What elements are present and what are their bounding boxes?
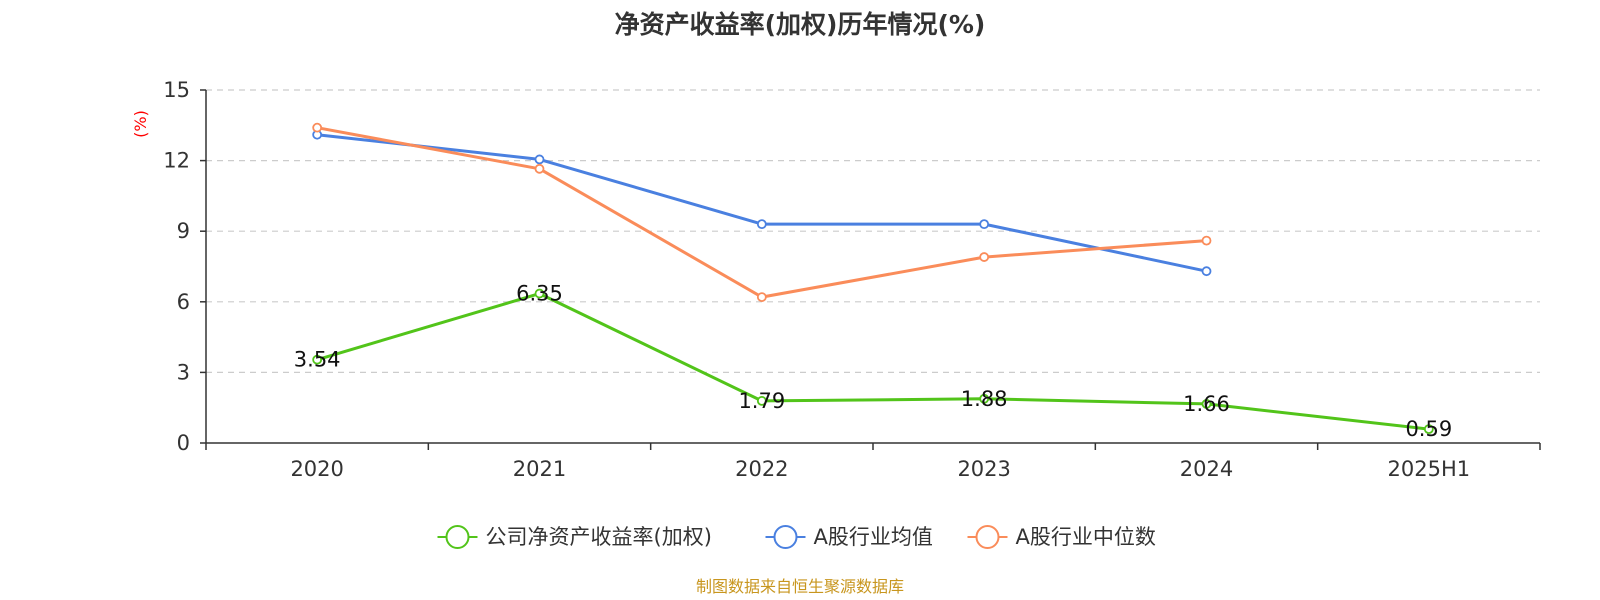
legend-label-0: 公司净资产收益率(加权) (486, 525, 712, 549)
y-axis-unit-label: (%) (131, 110, 150, 138)
series-2-point-4 (1201, 235, 1212, 246)
x-tick-label-0: 2020 (290, 457, 343, 481)
chart-title: 净资产收益率(加权)历年情况(%) (615, 10, 986, 39)
series-1-point-3 (979, 219, 990, 230)
series-0-line (316, 292, 1429, 431)
series-0-data-label-1: 6.35 (516, 282, 563, 306)
series-0-data-label-0: 3.54 (294, 348, 341, 372)
series-0-data-label-3: 1.88 (961, 387, 1008, 411)
x-tick-label-5: 2025H1 (1388, 457, 1471, 481)
x-tick-label-4: 2024 (1180, 457, 1233, 481)
legend-label-2: A股行业中位数 (1016, 525, 1156, 549)
legend-item-0: 公司净资产收益率(加权) (437, 525, 712, 549)
series-2 (312, 122, 1212, 302)
series-2-point-3 (979, 252, 990, 262)
y-tick-label-3: 9 (177, 219, 190, 243)
series-0-data-label-4: 1.66 (1183, 392, 1230, 416)
data-source-note: 制图数据来自恒生聚源数据库 (696, 577, 904, 596)
series-2-point-1 (534, 163, 545, 174)
y-tick-label-2: 6 (177, 290, 190, 314)
series-1 (312, 129, 1212, 277)
series-1-point-4 (1201, 266, 1212, 277)
series-0-point-4 (1201, 399, 1212, 409)
x-tick-label-2: 2022 (735, 457, 788, 481)
grid-lines (206, 89, 1540, 373)
series-0-point-0 (312, 354, 323, 365)
y-tick-label-5: 15 (163, 78, 190, 102)
series-2-line (316, 126, 1207, 299)
x-tick-label-1: 2021 (513, 457, 566, 481)
series-2-point-2 (756, 292, 767, 302)
y-tick-label-0: 0 (177, 431, 190, 455)
series-0-point-3 (979, 393, 990, 404)
axes: 0 3 6 9 12 15 2020 2021 2022 2023 2024 2025H1 (163, 78, 1541, 481)
y-tick-label-1: 3 (177, 360, 190, 384)
legend-item-2: A股行业中位数 (967, 525, 1156, 549)
y-tick-label-4: 12 (163, 149, 190, 173)
series-0-data-label-2: 1.79 (738, 389, 785, 413)
series-2-point-0 (312, 122, 323, 133)
series-1-point-1 (534, 154, 545, 165)
legend-marker-2 (975, 525, 1000, 549)
series-0-point-1 (534, 288, 545, 299)
series-layer: 3.54 6.35 1.79 1.88 1.66 0.59 (294, 122, 1452, 442)
series-1-point-2 (756, 219, 767, 230)
series-0-data-label-5: 0.59 (1405, 417, 1452, 441)
legend-label-1: A股行业均值 (814, 525, 933, 549)
legend: 公司净资产收益率(加权) A股行业均值 A股行业中位数 (437, 525, 1156, 549)
legend-marker-0 (445, 525, 470, 549)
series-0-point-2 (756, 395, 767, 406)
legend-item-1: A股行业均值 (765, 525, 933, 549)
series-0: 3.54 6.35 1.79 1.88 1.66 0.59 (294, 282, 1452, 442)
x-tick-label-3: 2023 (957, 457, 1010, 481)
legend-marker-1 (773, 525, 798, 549)
series-0-point-5 (1423, 424, 1434, 435)
